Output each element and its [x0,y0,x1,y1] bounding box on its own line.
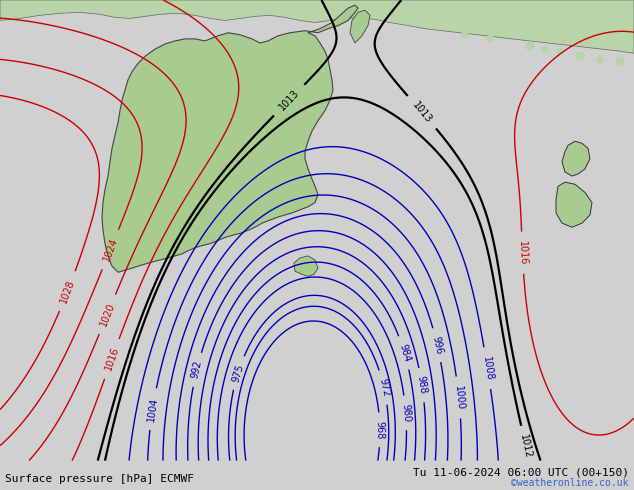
Polygon shape [294,256,318,276]
Polygon shape [556,182,592,227]
Circle shape [576,52,584,60]
Text: 1024: 1024 [101,236,119,263]
Text: Tu 11-06-2024 06:00 UTC (00+150): Tu 11-06-2024 06:00 UTC (00+150) [413,468,629,478]
Text: 1028: 1028 [58,278,77,304]
Text: 988: 988 [416,375,428,395]
Circle shape [597,56,603,62]
Circle shape [616,57,624,66]
Polygon shape [102,5,358,272]
Text: 1012: 1012 [519,433,533,460]
Circle shape [526,42,534,50]
Text: 1016: 1016 [103,346,120,372]
Circle shape [542,46,548,52]
Text: 1008: 1008 [481,355,494,381]
Circle shape [462,32,468,38]
Text: 968: 968 [375,420,385,439]
Text: 1000: 1000 [453,385,465,410]
Text: 1016: 1016 [517,240,528,265]
Text: 975: 975 [231,363,245,383]
Text: 992: 992 [190,360,204,380]
Text: Surface pressure [hPa] ECMWF: Surface pressure [hPa] ECMWF [5,474,194,484]
Circle shape [487,36,493,42]
Text: 1004: 1004 [146,396,159,422]
Polygon shape [350,10,370,43]
Text: ©weatheronline.co.uk: ©weatheronline.co.uk [512,478,629,488]
Text: 984: 984 [397,343,411,363]
Circle shape [557,48,563,54]
Text: 972: 972 [377,377,391,397]
Text: 1013: 1013 [410,99,434,125]
Text: 1013: 1013 [277,88,301,113]
Text: 996: 996 [430,335,444,355]
Polygon shape [562,141,590,176]
Polygon shape [0,0,634,53]
Text: 1020: 1020 [98,301,117,327]
Text: 980: 980 [400,403,411,422]
